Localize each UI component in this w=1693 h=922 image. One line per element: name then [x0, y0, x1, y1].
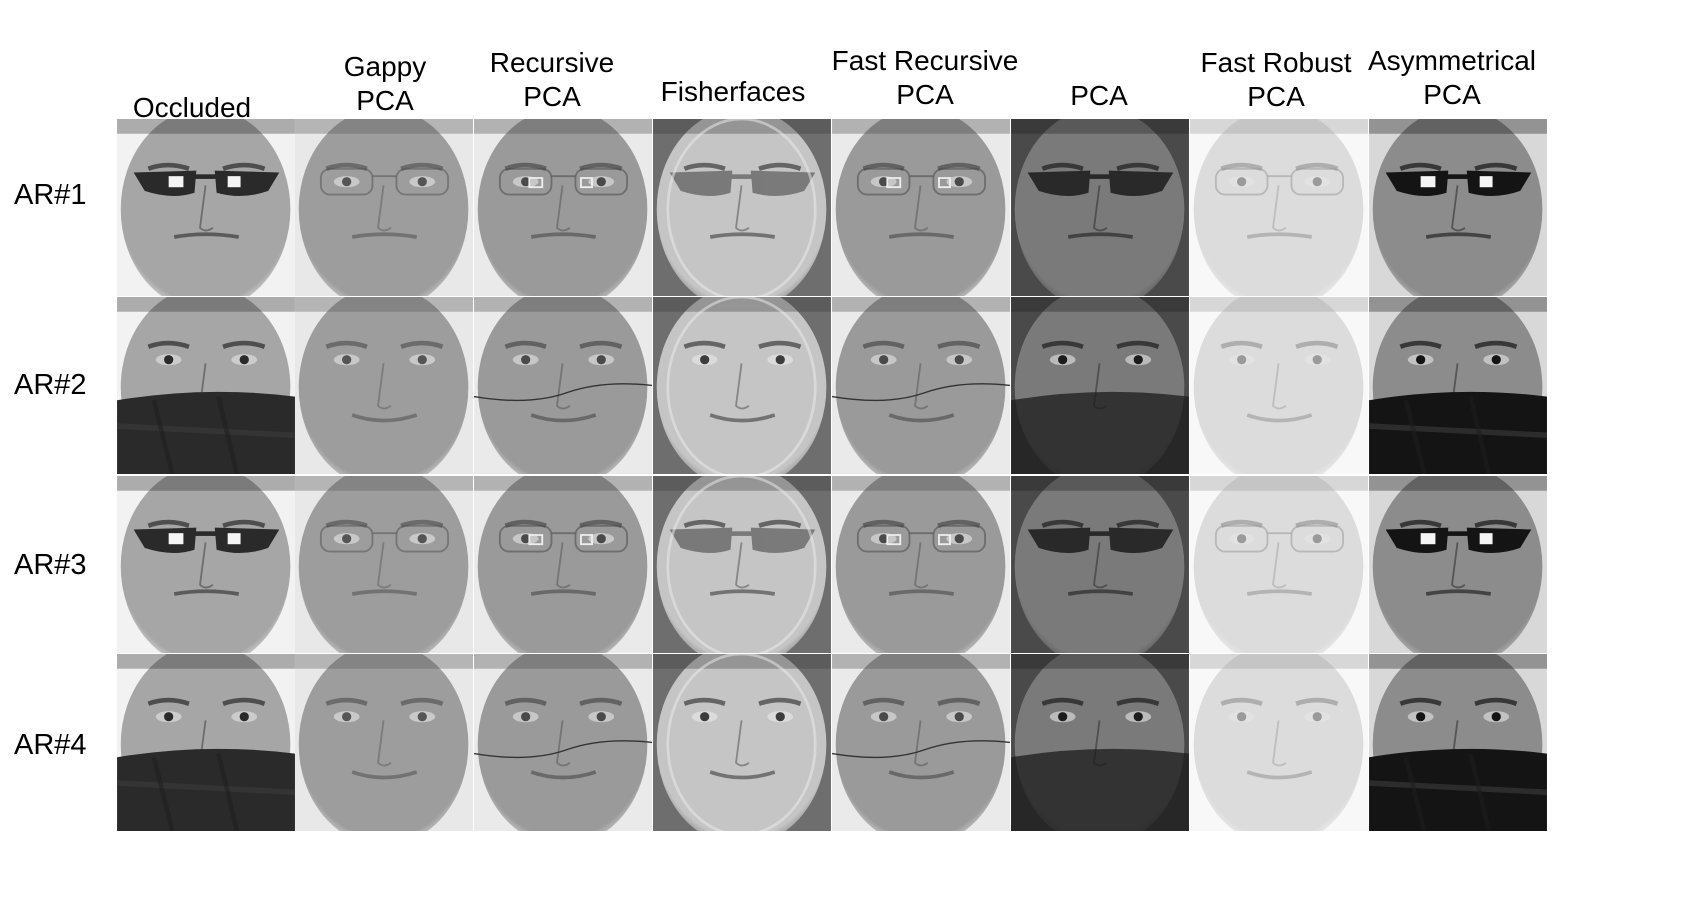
face-image-ar3-asymmetrical-pca	[1369, 476, 1547, 653]
face-image-ar1-recursive-pca	[474, 119, 652, 296]
face-image-ar3-pca	[1011, 476, 1189, 653]
column-header-fisherfaces: Fisherfaces	[660, 76, 806, 107]
column-header-fast-recursive-pca: Fast Recursive PCA	[831, 45, 1019, 110]
face-image-ar3-recursive-pca	[474, 476, 652, 653]
face-image-ar1-fisherfaces	[653, 119, 831, 296]
face-image-ar4-occluded	[117, 654, 295, 831]
face-image-ar4-fisherfaces	[653, 654, 831, 831]
row-label-ar3: AR#3	[14, 549, 87, 581]
face-image-ar2-fast-robust-pca	[1190, 297, 1368, 474]
row-label-ar1: AR#1	[14, 179, 87, 211]
row-label-ar2: AR#2	[14, 369, 87, 401]
face-image-ar3-fisherfaces	[653, 476, 831, 653]
face-image-ar2-recursive-pca	[474, 297, 652, 474]
face-image-ar3-occluded	[117, 476, 295, 653]
face-image-ar1-pca	[1011, 119, 1189, 296]
face-image-ar4-asymmetrical-pca	[1369, 654, 1547, 831]
face-image-ar2-pca	[1011, 297, 1189, 474]
face-image-ar2-fast-recursive-pca	[832, 297, 1010, 474]
face-image-ar4-pca	[1011, 654, 1189, 831]
face-image-ar1-gappy-pca	[295, 119, 473, 296]
column-header-asymmetrical-pca: Asymmetrical PCA	[1367, 45, 1536, 110]
column-header-recursive-pca: Recursive PCA	[489, 47, 615, 112]
face-image-ar3-fast-recursive-pca	[832, 476, 1010, 653]
column-header-occluded: Occluded	[132, 92, 252, 123]
face-image-ar4-fast-robust-pca	[1190, 654, 1368, 831]
face-image-ar1-occluded	[117, 119, 295, 296]
face-image-ar1-fast-recursive-pca	[832, 119, 1010, 296]
face-image-ar2-asymmetrical-pca	[1369, 297, 1547, 474]
face-image-ar3-fast-robust-pca	[1190, 476, 1368, 653]
face-image-ar1-asymmetrical-pca	[1369, 119, 1547, 296]
column-header-gappy-pca: Gappy PCA	[343, 51, 427, 116]
row-label-ar4: AR#4	[14, 729, 87, 761]
face-image-ar4-recursive-pca	[474, 654, 652, 831]
face-image-ar2-fisherfaces	[653, 297, 831, 474]
face-image-ar1-fast-robust-pca	[1190, 119, 1368, 296]
face-image-ar4-fast-recursive-pca	[832, 654, 1010, 831]
column-header-pca: PCA	[1070, 80, 1128, 111]
column-header-fast-robust-pca: Fast Robust PCA	[1200, 47, 1352, 112]
face-image-ar2-gappy-pca	[295, 297, 473, 474]
face-image-ar2-occluded	[117, 297, 295, 474]
face-image-ar4-gappy-pca	[295, 654, 473, 831]
face-image-ar3-gappy-pca	[295, 476, 473, 653]
